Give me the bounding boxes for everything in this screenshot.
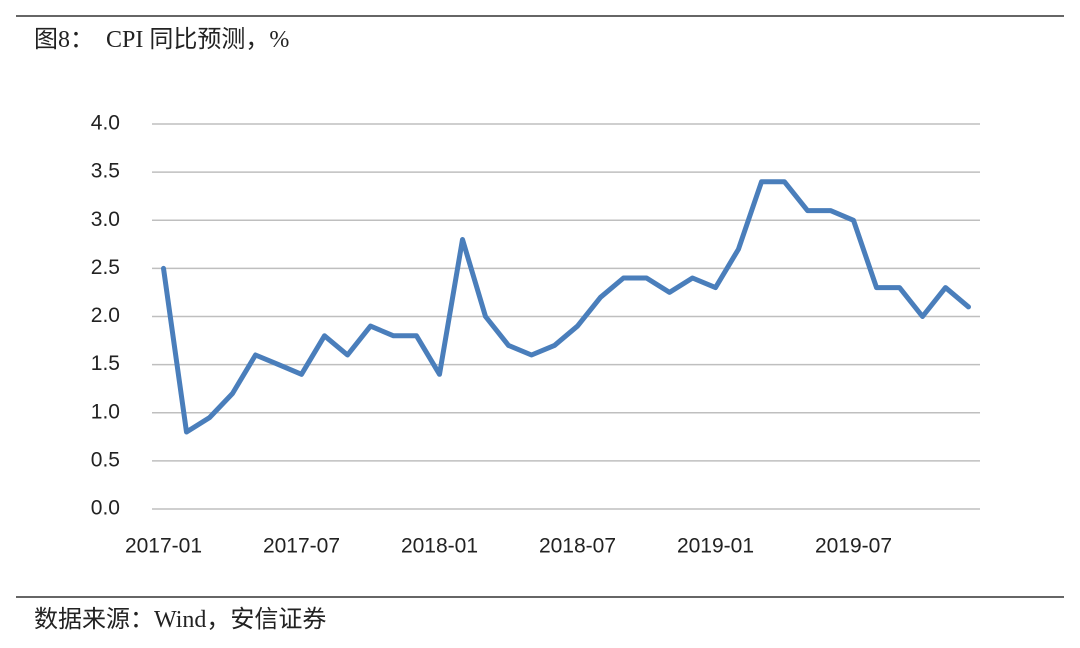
y-tick-label: 0.0 [91,497,120,520]
x-tick-label: 2017-01 [125,535,202,558]
y-tick-label: 3.0 [91,208,120,231]
x-tick-label: 2019-07 [815,535,892,558]
y-tick-label: 3.5 [91,160,120,183]
x-tick-label: 2018-07 [539,535,616,558]
y-tick-label: 4.0 [91,112,120,135]
y-tick-label: 2.0 [91,304,120,327]
y-tick-label: 1.0 [91,400,120,423]
y-tick-label: 1.5 [91,352,120,375]
x-tick-label: 2019-01 [677,535,754,558]
x-tick-label: 2018-01 [401,535,478,558]
y-tick-label: 0.5 [91,448,120,471]
source-note: 数据来源：Wind，安信证券 [34,606,326,633]
chart-title: 图8： CPI 同比预测，% [34,26,289,53]
x-tick-label: 2017-07 [263,535,340,558]
data-line [161,179,971,435]
y-tick-label: 2.5 [91,256,120,279]
